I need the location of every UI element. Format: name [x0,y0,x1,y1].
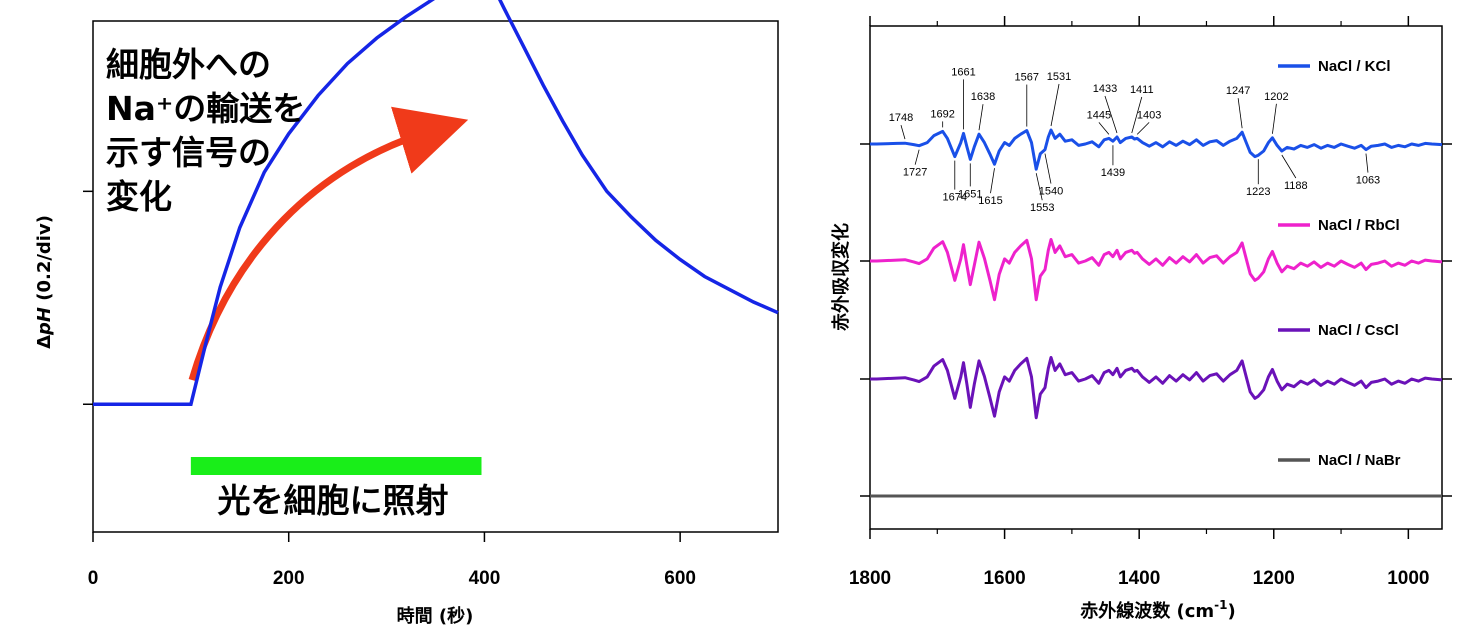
left-x-tick-labels: 0 200 400 600 [88,568,696,589]
legend-label: NaCl / NaBr [1318,452,1401,469]
peak-label: 1651 [958,188,982,200]
series-line-nacl-kcl [870,128,1443,171]
peak-leader [900,125,906,140]
legend-label: NaCl / KCl [1318,58,1391,75]
peak-leader [1050,83,1060,127]
series-line-nacl-cscl [870,356,1443,420]
peak-leader [1272,103,1277,134]
left-ticks [83,190,681,542]
peak-leader [1044,153,1052,184]
peak-label: 1247 [1226,85,1250,97]
peak-label: 1540 [1039,186,1063,198]
peak-leader [1098,122,1110,135]
left-y-axis-label: ΔpH (0.2/div) [34,215,55,349]
peak-label: 1727 [903,167,927,179]
peak-leader [914,149,920,165]
peak-label: 1411 [1130,84,1154,96]
left-x-axis-label: 時間 (秒) [397,605,474,627]
peak-label: 1531 [1047,71,1071,83]
peak-leader [1035,173,1043,201]
peak-label: 1692 [930,108,954,120]
annotation-line-2: Na⁺の輸送を [106,89,305,128]
annotation-line-1: 細胞外への [106,45,271,84]
right-traces [870,128,1443,498]
peak-label: 1553 [1030,202,1054,214]
right-x-tick-labels: 1800 1600 1400 1200 1000 [849,568,1430,589]
peak-label: 1202 [1264,91,1288,103]
left-x-tick-label: 200 [273,568,305,589]
illumination-bar [190,457,482,475]
right-x-axis-label: 赤外線波数 (cm-1) [1080,598,1236,622]
series-line-nacl-rbcl [870,238,1443,302]
left-plot-frame [92,20,779,533]
legend-label: NaCl / RbCl [1318,217,1400,234]
peak-label: 1615 [978,195,1002,207]
peak-label: 1661 [951,66,975,78]
right-x-tick-label: 1200 [1253,568,1295,589]
right-x-tick-label: 1800 [849,568,891,589]
annotation-line-4: 変化 [106,177,172,216]
peak-label: 1567 [1015,72,1039,84]
peak-label: 1748 [889,112,913,124]
peak-label: 1433 [1093,83,1117,95]
peak-leader [978,104,984,131]
right-ticks [860,16,1452,539]
peak-label: 1063 [1356,175,1380,187]
illumination-label: 光を細胞に照射 [218,481,449,520]
peak-labels: 1748 1727 1692 1674 1661 1651 1638 1615 1567 1553… [889,66,1380,214]
right-chart: 1800 1600 1400 1200 1000 NaCl / KCl NaCl / Rb… [830,16,1452,622]
peak-leader [1365,153,1369,173]
right-x-tick-label: 1000 [1387,568,1429,589]
peak-leader [1136,122,1150,135]
peak-label: 1439 [1101,167,1125,179]
left-chart: 0 200 400 600 時間 (秒) ΔpH (0.2/div) 光を細胞に照射 … [34,0,779,627]
peak-leader [1104,95,1118,134]
right-legend: NaCl / KCl NaCl / RbCl NaCl / CsCl NaCl / N… [1278,58,1401,469]
right-x-tick-label: 1600 [983,568,1025,589]
peak-label: 1638 [971,91,995,103]
peak-leader [1131,96,1143,134]
peak-leader [990,168,995,194]
series-line-delta-ph [93,0,779,407]
annotation-line-3: 示す信号の [106,133,271,172]
left-x-tick-label: 400 [469,568,501,589]
legend-label: NaCl / CsCl [1318,322,1399,339]
left-x-tick-label: 0 [88,568,99,589]
peak-label: 1403 [1137,109,1161,121]
right-plot-frame [869,25,1443,530]
peak-leader [1281,154,1297,179]
left-x-tick-label: 600 [664,568,696,589]
peak-label: 1188 [1284,180,1308,192]
right-x-tick-label: 1400 [1118,568,1160,589]
peak-label: 1674 [943,192,967,204]
peak-leader [1237,98,1243,129]
right-y-axis-label: 赤外吸収変化 [830,223,852,331]
peak-label: 1445 [1087,109,1111,121]
peak-label: 1223 [1246,186,1270,198]
